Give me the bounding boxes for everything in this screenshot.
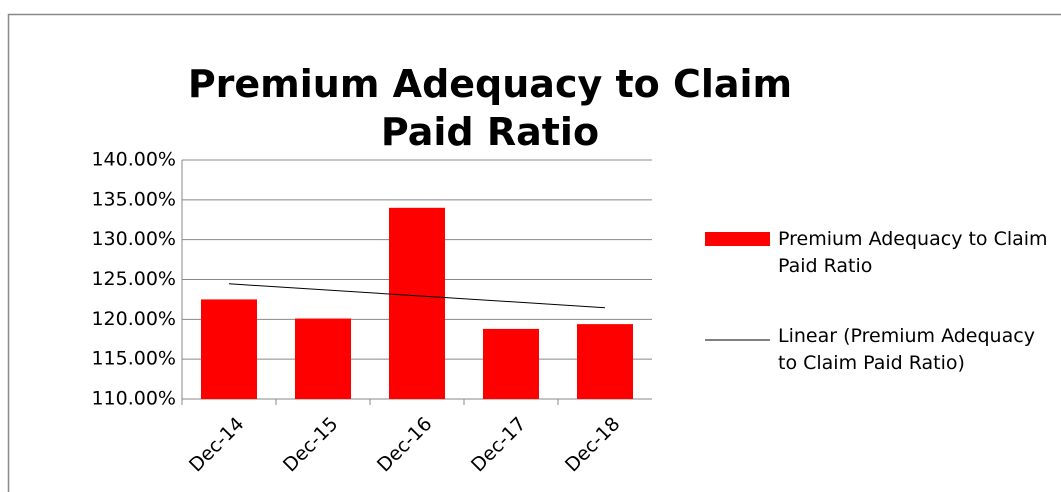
y-tick-label: 130.00% xyxy=(91,228,176,250)
y-tick-label: 115.00% xyxy=(91,348,176,370)
legend-swatch xyxy=(705,232,770,246)
legend-label: Linear (Premium Adequacy to Claim Paid R… xyxy=(778,325,1035,374)
chart-title: Premium Adequacy to Claim Paid Ratio xyxy=(188,62,792,154)
chart-frame xyxy=(7,13,1061,492)
x-tick-label: Dec-18 xyxy=(561,413,625,477)
y-tick-label: 110.00% xyxy=(91,388,176,410)
legend-label: Premium Adequacy to Claim Paid Ratio xyxy=(778,228,1048,277)
y-tick-label: 125.00% xyxy=(91,268,176,290)
bar xyxy=(389,207,445,399)
y-tick-label: 140.00% xyxy=(91,149,176,171)
x-tick-label: Dec-16 xyxy=(373,413,437,477)
trendline xyxy=(228,283,606,309)
bar xyxy=(295,318,351,399)
bar xyxy=(201,299,257,399)
x-tick-label: Dec-17 xyxy=(467,413,531,477)
bar xyxy=(577,324,633,399)
x-tick-label: Dec-15 xyxy=(279,413,343,477)
y-tick-label: 135.00% xyxy=(91,188,176,210)
x-tick-label: Dec-14 xyxy=(185,413,249,477)
y-tick-label: 120.00% xyxy=(91,308,176,330)
bar xyxy=(483,328,539,399)
